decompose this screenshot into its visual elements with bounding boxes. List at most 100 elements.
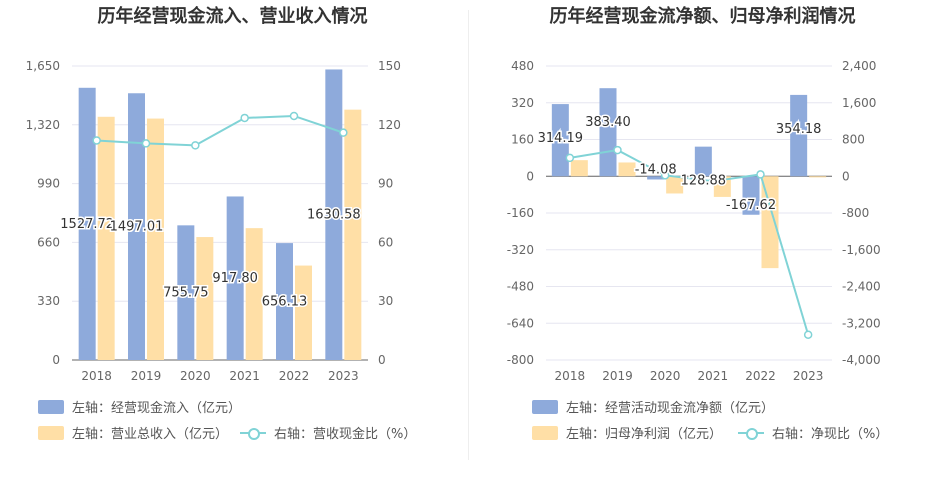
- left-legend-label-inflow: 左轴：经营现金流入（亿元）: [72, 401, 242, 416]
- right-left-tick-label: -320: [507, 243, 534, 257]
- left-ratio-point: [289, 111, 299, 121]
- left-right-tick-label: 30: [378, 294, 393, 308]
- left-chart-title: 历年经营现金流入、营业收入情况: [97, 6, 368, 27]
- right-x-tick-label: 2023: [793, 369, 824, 383]
- legend-line-marker-icon: [738, 426, 764, 440]
- right-ratio-point: [708, 177, 718, 186]
- left-left-tick-label: 660: [37, 235, 60, 249]
- left-right-tick-label: 0: [378, 353, 386, 367]
- left-left-tick-label: 1,650: [26, 59, 60, 73]
- right-right-tick-label: 2,400: [842, 59, 876, 73]
- right-bar-secondary: [570, 160, 588, 177]
- right-left-tick-label: -800: [507, 353, 534, 367]
- right-bar-secondary: [666, 176, 684, 194]
- left-legend-label-ratio: 右轴：营收现金比（%）: [274, 427, 417, 442]
- right-x-tick-label: 2019: [602, 369, 633, 383]
- right-chart-svg: -800 -4,000 -640 -3,200 -480 -2,400 -320 -1,600…: [507, 59, 881, 383]
- left-left-tick-label: 0: [52, 353, 60, 367]
- right-bar-secondary: [618, 162, 636, 177]
- right-bar-primary: [551, 104, 569, 177]
- left-data-label: 656.13: [262, 295, 308, 310]
- left-bar-primary: [78, 87, 96, 360]
- left-legend-item-ratio[interactable]: 右轴：营收现金比（%）: [240, 423, 416, 442]
- left-ratio-point: [141, 139, 151, 148]
- left-right-tick-label: 90: [378, 177, 393, 191]
- right-bar-primary: [647, 176, 665, 180]
- right-left-tick-label: 0: [526, 169, 534, 183]
- left-right-tick-label: 60: [378, 235, 393, 249]
- left-bar-primary: [128, 93, 145, 360]
- left-right-tick-label: 150: [378, 59, 401, 73]
- legend-swatch-yellow: [532, 425, 558, 440]
- left-legend-label-revenue: 左轴：营业总收入（亿元）: [72, 427, 229, 442]
- left-chart-svg: 0 0 330 30 660 60 990 90 1,320 120 1,650 150 2018 201…: [26, 59, 401, 383]
- right-data-label: -14.08: [635, 162, 677, 177]
- right-ratio-point: [803, 330, 813, 339]
- right-bar-secondary: [809, 176, 827, 178]
- right-data-label: 128.88: [681, 174, 727, 189]
- bottom-whitespace: [0, 460, 935, 480]
- right-bar-primary: [742, 176, 760, 215]
- right-legend-item-ratio[interactable]: 右轴：净现比（%）: [738, 423, 888, 442]
- right-x-tick-label: 2022: [745, 369, 776, 383]
- right-left-tick-label: -160: [507, 206, 534, 220]
- left-ratio-line: [96, 114, 344, 147]
- left-data-label: 1497.01: [110, 220, 164, 235]
- right-data-label: 314.19: [538, 131, 584, 146]
- left-x-tick-label: 2022: [279, 369, 310, 383]
- right-data-label: -167.62: [726, 198, 776, 213]
- right-legend-label-profit: 左轴：归母净利润（亿元）: [566, 427, 723, 442]
- right-legend-label-ratio: 右轴：净现比（%）: [772, 427, 889, 442]
- right-right-tick-label: -1,600: [842, 243, 881, 257]
- right-ratio-point: [660, 171, 670, 180]
- left-bar-secondary: [295, 265, 312, 360]
- right-right-tick-label: 800: [842, 133, 865, 147]
- legend-swatch-blue: [532, 399, 558, 414]
- left-left-tick-label: 990: [37, 177, 60, 191]
- left-x-tick-label: 2019: [131, 369, 162, 383]
- left-ratio-point: [92, 136, 101, 145]
- left-x-tick-label: 2018: [81, 369, 112, 383]
- left-ratio-point: [339, 128, 348, 137]
- right-right-tick-label: -4,000: [842, 353, 881, 367]
- left-bar-secondary: [245, 228, 263, 360]
- right-right-tick-label: -3,200: [842, 316, 881, 330]
- legend-swatch-yellow: [38, 425, 64, 440]
- panel-divider: [468, 10, 469, 460]
- right-data-label: 354.18: [776, 122, 822, 137]
- left-x-tick-label: 2020: [180, 369, 211, 383]
- left-data-label: 1527.72: [60, 217, 114, 232]
- left-right-tick-label: 120: [378, 118, 401, 132]
- left-data-label: 755.75: [163, 286, 209, 301]
- right-data-label: 383.40: [585, 115, 631, 130]
- left-ratio-point: [240, 113, 249, 123]
- right-chart-title: 历年经营现金流净额、归母净利润情况: [549, 6, 856, 27]
- right-legend-label-netflow: 左轴：经营活动现金流净额（亿元）: [566, 401, 775, 416]
- left-left-tick-label: 1,320: [26, 118, 60, 132]
- left-data-label: 917.80: [212, 271, 258, 286]
- left-x-tick-label: 2023: [328, 369, 359, 383]
- left-x-tick-label: 2021: [229, 369, 260, 383]
- right-bar-primary: [790, 94, 808, 177]
- left-bar-secondary: [97, 116, 115, 360]
- left-chart-panel: 历年经营现金流入、营业收入情况 0 0 330 30 660 60 990 90 1,320 12…: [0, 0, 465, 480]
- left-left-tick-label: 330: [37, 294, 60, 308]
- right-ratio-line: [569, 149, 810, 336]
- left-bar-secondary: [196, 237, 214, 360]
- left-ratio-point: [191, 141, 200, 150]
- left-legend-item-revenue[interactable]: 左轴：营业总收入（亿元）: [38, 423, 228, 442]
- right-bar-primary: [694, 146, 712, 177]
- left-legend-item-inflow[interactable]: 左轴：经营现金流入（亿元）: [38, 397, 241, 416]
- right-left-tick-label: -480: [507, 280, 534, 294]
- left-data-label: 1630.58: [307, 208, 361, 223]
- right-left-tick-label: 480: [511, 59, 534, 73]
- right-ratio-point: [613, 145, 622, 155]
- legend-line-marker-icon: [240, 426, 266, 440]
- right-legend-item-netflow[interactable]: 左轴：经营活动现金流净额（亿元）: [532, 397, 774, 416]
- left-bar-primary: [177, 225, 195, 360]
- legend-swatch-blue: [38, 399, 64, 414]
- left-bar-primary: [276, 243, 293, 360]
- right-right-tick-label: -800: [842, 206, 869, 220]
- right-legend-item-profit[interactable]: 左轴：归母净利润（亿元）: [532, 423, 722, 442]
